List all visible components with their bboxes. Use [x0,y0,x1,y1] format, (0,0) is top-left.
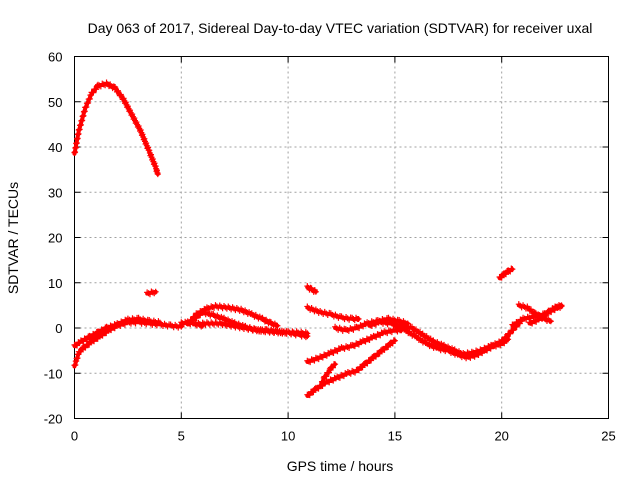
series-markers [191,319,311,338]
y-tick-label: -20 [44,412,63,427]
series-markers [317,361,339,389]
y-tick-label: 0 [55,321,62,336]
series-arc-early-low [71,317,185,369]
x-tick-label: 5 [178,429,185,444]
series-short-8.5 [304,283,319,295]
x-tick-label: 0 [71,429,78,444]
series-markers [526,303,565,327]
y-axis-label: SDTVAR / TECUs [5,182,21,294]
series-arc-11-c [317,361,339,389]
series-short-7.5 [144,288,159,298]
series-markers [304,303,362,324]
grid [74,56,609,419]
x-axis-label: GPS time / hours [287,458,394,474]
x-tick-label: 15 [388,429,402,444]
y-tick-labels: -20 -10 0 10 20 30 40 50 60 [44,50,63,427]
y-tick-label: 60 [48,50,62,65]
series-markers [71,317,185,369]
series-markers [391,321,512,362]
series-arc-15-b [391,321,512,362]
x-tick-labels: 0 5 10 15 20 25 [71,429,616,444]
series-markers [71,314,163,349]
chart-title: Day 063 of 2017, Sidereal Day-to-day VTE… [88,20,593,36]
series-arc-13-a [332,314,411,334]
series-markers [144,288,159,298]
series-arc-early-low-b [71,314,163,349]
series-arc-11-d [304,326,405,366]
series-markers [304,337,398,399]
y-tick-label: -10 [44,366,63,381]
data-series [71,79,565,399]
y-tick-label: 50 [48,95,62,110]
plot-frame [74,56,609,419]
y-tick-label: 20 [48,231,62,246]
series-markers [496,265,516,281]
y-tick-label: 10 [48,276,62,291]
series-short-11-20 [496,265,516,281]
y-tick-label: 30 [48,185,62,200]
series-band [72,81,160,177]
x-tick-label: 25 [601,429,615,444]
series-markers [304,283,319,295]
x-tick-label: 20 [494,429,508,444]
series-arc-mid-d [191,319,311,338]
series-arc-early-high [71,79,161,178]
series-arc-11-a [304,303,362,324]
x-tick-label: 10 [281,429,295,444]
y-tick-label: 40 [48,140,62,155]
series-markers [71,79,161,178]
series-markers [304,326,405,366]
series-arc-20-c [526,303,565,327]
